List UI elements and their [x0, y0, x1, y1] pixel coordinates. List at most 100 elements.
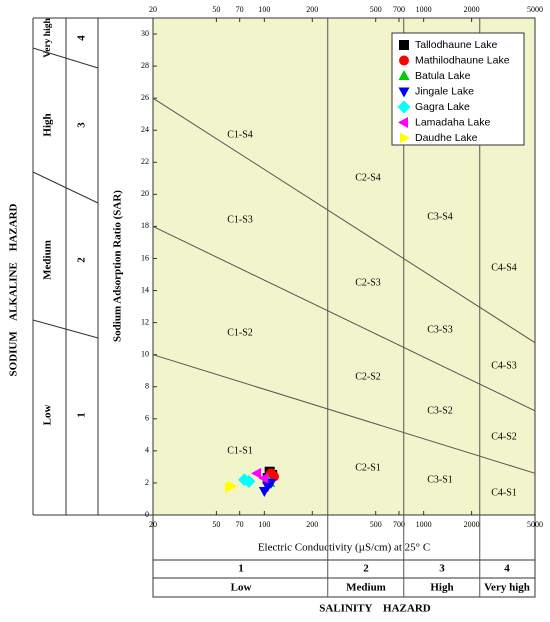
x-tick-label: 1000	[416, 520, 432, 529]
x-tick-label: 50	[212, 5, 220, 14]
x-tick-label: 700	[393, 5, 405, 14]
salinity-class-number: 3	[439, 563, 445, 575]
x-axis-title: Electric Conductivity (µS/cm) at 25° C	[258, 542, 430, 554]
x-tick-label: 1000	[416, 5, 432, 14]
sodium-class-label: High	[42, 113, 54, 136]
y-tick-label: 2	[145, 478, 149, 487]
x-tick-label: 70	[236, 520, 244, 529]
salinity-class-number: 2	[363, 563, 369, 575]
y-axis-title: Sodium Adsorption Ratio (SAR)	[112, 190, 124, 342]
x-tick-label: 500	[370, 520, 382, 529]
x-tick-label: 200	[306, 520, 318, 529]
zone-label: C3-S1	[427, 474, 453, 485]
sodium-class-label: Very high	[43, 18, 53, 58]
class-line	[32, 319, 99, 339]
y-tick-label: 18	[141, 221, 149, 230]
sodium-class-number: 1	[76, 412, 88, 418]
legend-marker	[398, 117, 408, 128]
y-tick-label: 8	[145, 382, 149, 391]
sodium-class-label: Low	[42, 405, 54, 426]
x-tick-label: 2000	[464, 520, 480, 529]
legend-marker	[398, 87, 410, 98]
zone-label: C2-S4	[355, 172, 381, 183]
legend-label: Jingale Lake	[415, 85, 474, 97]
legend-label: Batula Lake	[415, 70, 471, 82]
legend-marker	[397, 100, 411, 114]
zone-label: C4-S4	[491, 262, 517, 273]
sodium-class-number: 3	[76, 122, 88, 128]
zone-label: C1-S4	[227, 129, 253, 140]
point	[251, 467, 262, 479]
frame	[152, 17, 536, 598]
salinity-class-label: Low	[231, 582, 252, 594]
zone-label: C4-S3	[491, 360, 517, 371]
legend-label: Daudhe Lake	[415, 132, 478, 144]
y-tick-label: 4	[145, 446, 149, 455]
zone-label: C1-S2	[227, 327, 253, 338]
x-tick-label: 20	[149, 5, 157, 14]
zone-label: C2-S1	[355, 462, 381, 473]
salinity-class-label: Medium	[346, 582, 386, 594]
zone-label: C3-S4	[427, 211, 453, 222]
x-tick-label: 50	[212, 520, 220, 529]
legend-box	[391, 32, 525, 146]
salinity-class-number: 4	[504, 563, 510, 575]
y-tick-label: 14	[141, 285, 149, 294]
zone-label: C4-S1	[491, 487, 517, 498]
sar-boundary	[152, 225, 536, 412]
y-tick-label: 20	[141, 189, 149, 198]
point	[258, 472, 269, 484]
salinity-class-label: Very high	[484, 582, 530, 594]
sodium-title: SODIUM ALKALINE HAZARD	[8, 203, 20, 376]
salinity-class-number: 1	[238, 563, 244, 575]
point	[242, 474, 256, 488]
salinity-title: SALINITY HAZARD	[319, 603, 431, 615]
zone-label: C3-S3	[427, 324, 453, 335]
salinity-class-label: High	[430, 582, 453, 594]
x-tick-label: 5000	[527, 5, 543, 14]
y-tick-label: 30	[141, 29, 149, 38]
left-panel	[32, 17, 153, 516]
x-tick-label: 700	[393, 520, 405, 529]
y-tick-label: 0	[145, 510, 149, 519]
zone-label: C2-S2	[355, 371, 381, 382]
zone-label: C1-S1	[227, 445, 253, 456]
sodium-class-label: Medium	[42, 240, 54, 280]
zone-label: C1-S3	[227, 214, 253, 225]
sodium-class-number: 2	[76, 257, 88, 263]
x-tick-label: 200	[306, 5, 318, 14]
x-tick-label: 20	[149, 520, 157, 529]
sar-boundary	[152, 354, 536, 474]
sar-boundary	[152, 97, 536, 344]
x-tick-label: 2000	[464, 5, 480, 14]
legend-label: Gagra Lake	[415, 101, 470, 113]
legend-label: Tallodhaune Lake	[415, 39, 497, 51]
y-tick-label: 6	[145, 414, 149, 423]
x-tick-label: 100	[258, 520, 270, 529]
x-tick-label: 70	[236, 5, 244, 14]
y-tick-label: 16	[141, 253, 149, 262]
legend-marker	[399, 40, 409, 50]
y-tick-label: 28	[141, 61, 149, 70]
class-line	[32, 47, 99, 69]
legend-label: Mathilodhaune Lake	[415, 54, 510, 66]
legend-marker	[400, 132, 410, 144]
x-tick-label: 500	[370, 5, 382, 14]
zone-label: C4-S2	[491, 431, 517, 442]
y-tick-label: 26	[141, 93, 149, 102]
x-tick-label: 100	[258, 5, 270, 14]
legend-marker	[398, 70, 410, 80]
point	[227, 480, 238, 492]
y-tick-label: 24	[141, 125, 149, 134]
x-tick-label: 5000	[527, 520, 543, 529]
class-line	[32, 171, 99, 204]
zone-label: C2-S3	[355, 277, 381, 288]
y-tick-label: 12	[141, 317, 149, 326]
zone-label: C3-S2	[427, 405, 453, 416]
sodium-class-number: 4	[76, 35, 88, 41]
legend-marker	[399, 55, 409, 66]
legend-label: Lamadaha Lake	[415, 116, 490, 128]
y-tick-label: 22	[141, 157, 149, 166]
